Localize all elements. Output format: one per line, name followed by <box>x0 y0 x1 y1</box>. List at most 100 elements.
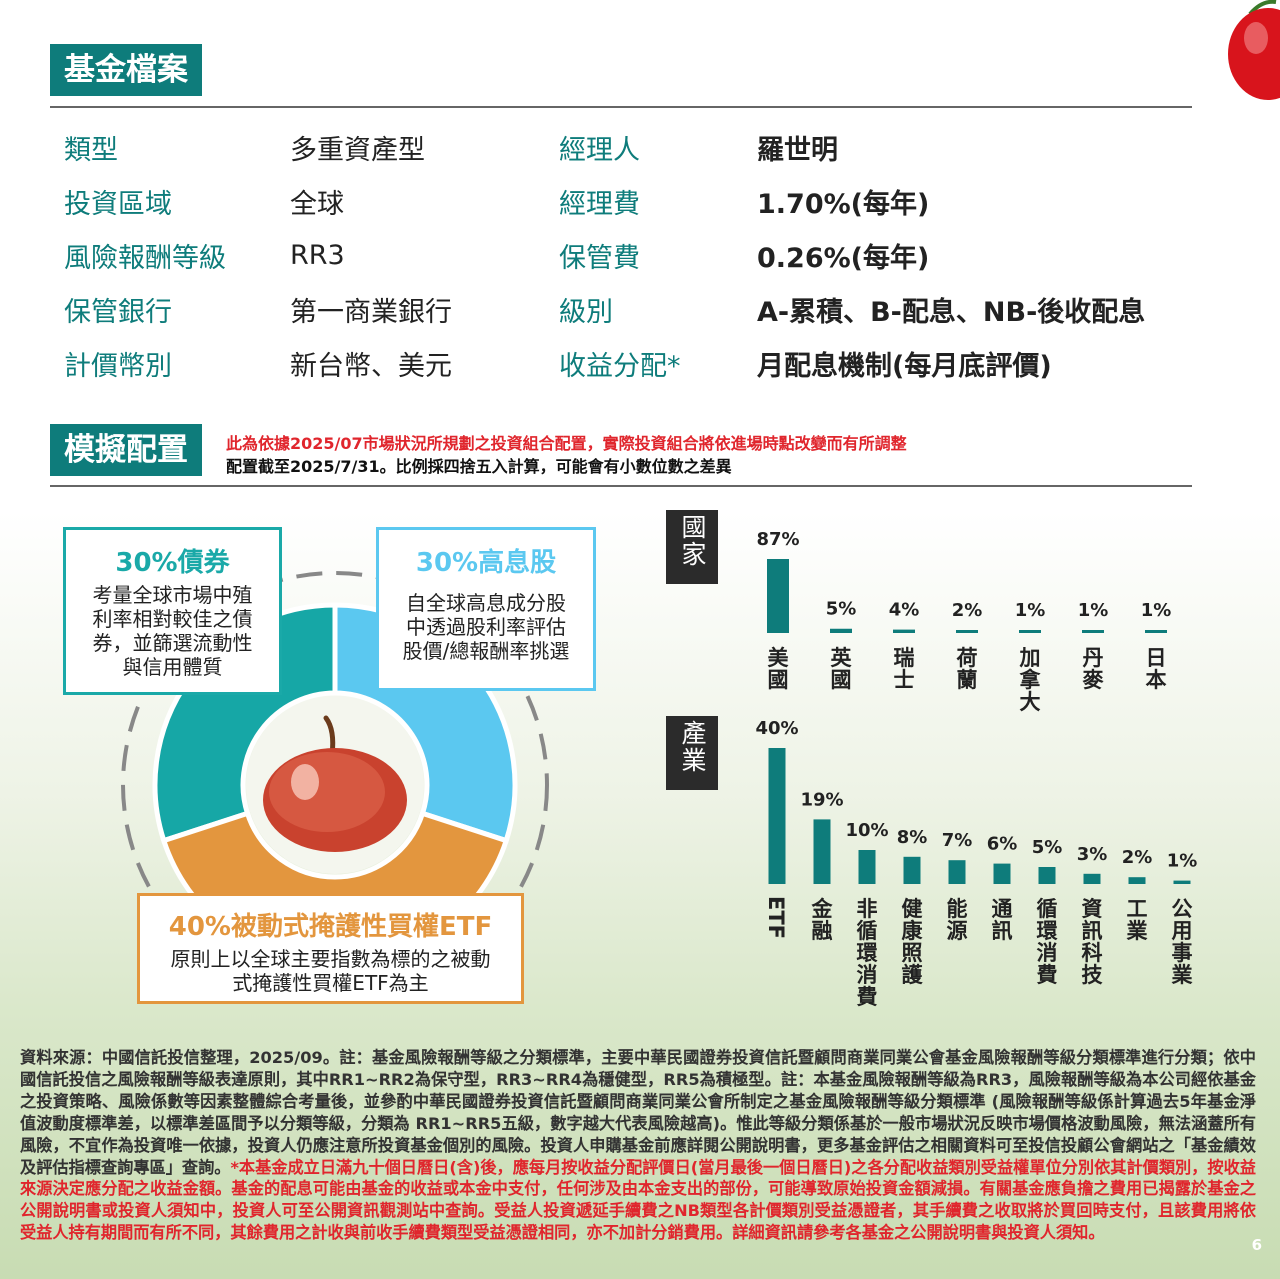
industry-value-label: 7% <box>942 830 973 851</box>
allocation-note-black: 配置截至2025/7/31。比例採四捨五入計算，可能會有小數位數之差異 <box>226 457 732 476</box>
dividend-box: 30%高息股 自全球高息成分股 中透過股利率評估 股價/總報酬率挑選 <box>376 527 596 691</box>
profile-row: 風險報酬等級 RR3 保管費 0.26%(每年) <box>50 228 1216 282</box>
industry-category-label: 公用事業 <box>1172 897 1194 987</box>
etf-box: 40%被動式掩護性買權ETF 原則上以全球主要指數為標的之被動 式掩護性買權ET… <box>137 893 524 1004</box>
fund-profile-title: 基金檔案 <box>50 44 202 96</box>
country-bar <box>767 559 789 633</box>
etf-desc-line: 原則上以全球主要指數為標的之被動 <box>170 947 491 971</box>
country-bar <box>1019 630 1041 633</box>
profile-value: 新台幣、美元 <box>290 350 452 382</box>
industry-bar <box>1038 867 1056 884</box>
country-bar <box>1082 630 1104 633</box>
profile-label: 風險報酬等級 <box>64 242 226 274</box>
dividend-desc-line: 自全球高息成分股 <box>406 591 566 615</box>
industry-bar <box>948 860 966 884</box>
profile-row: 計價幣別 新台幣、美元 收益分配* 月配息機制(每月底評價) <box>50 336 1216 390</box>
country-value-label: 1% <box>1078 600 1109 621</box>
disclaimer: 資料來源：中國信託投信整理，2025/09。註：基金風險報酬等級之分類標準，主要… <box>20 1047 1256 1244</box>
industry-value-label: 3% <box>1077 844 1108 865</box>
page-number: 6 <box>1251 1236 1262 1254</box>
profile-value: 第一商業銀行 <box>290 296 452 328</box>
donut-slice-債券 <box>152 602 338 844</box>
industry-tag-char: 產業 <box>678 720 707 774</box>
bond-desc-line: 考量全球市場中殖 <box>92 583 253 607</box>
bond-desc-line: 券，並篩選流動性 <box>92 631 253 655</box>
country-value-label: 4% <box>889 600 920 621</box>
dividend-title: 30%高息股 <box>415 548 557 578</box>
disclaimer-main: 資料來源：中國信託投信整理，2025/09。註：基金風險報酬等級之分類標準，主要… <box>20 1048 1256 1177</box>
profile-label: 投資區域 <box>64 188 172 220</box>
profile-value: 1.70%(每年) <box>757 188 930 220</box>
apple-icon <box>263 715 407 852</box>
country-category-label: 英國 <box>831 646 853 692</box>
allocation-title: 模擬配置 <box>50 424 202 476</box>
industry-category-label: 資訊科技 <box>1082 897 1104 987</box>
country-value-label: 1% <box>1015 600 1046 621</box>
industry-category-label: 金融 <box>811 897 834 943</box>
industry-category-label: 循環消費 <box>1037 897 1059 987</box>
allocation-note-red: 此為依據2025/07市場狀況所規劃之投資組合配置，實際投資組合將依進場時點改變… <box>226 434 907 453</box>
country-bar <box>1145 630 1167 633</box>
industry-value-label: 1% <box>1167 851 1198 872</box>
country-tag: 國家 <box>666 510 718 584</box>
industry-bar <box>1128 877 1146 884</box>
industry-category-label: 能源 <box>947 897 968 943</box>
profile-value: 多重資產型 <box>290 134 425 166</box>
country-bar <box>830 628 852 633</box>
country-category-label: 丹麥 <box>1082 646 1105 692</box>
dividend-desc-line: 股價/總報酬率挑選 <box>402 639 570 663</box>
profile-value: 羅世明 <box>757 134 838 166</box>
industry-category-label: 工業 <box>1127 897 1149 943</box>
industry-tag: 產業 <box>666 716 718 790</box>
industry-value-label: 10% <box>845 820 888 841</box>
bond-title: 30%債券 <box>115 548 230 578</box>
industry-value-label: 40% <box>755 718 798 739</box>
dividend-desc-line: 中透過股利率評估 <box>406 615 566 639</box>
industry-value-label: 2% <box>1122 847 1153 868</box>
profile-row: 投資區域 全球 經理費 1.70%(每年) <box>50 174 1216 228</box>
etf-title: 40%被動式掩護性買權ETF <box>168 912 493 942</box>
cherry-decoration <box>1210 0 1280 104</box>
country-value-label: 87% <box>756 529 799 550</box>
industry-value-label: 5% <box>1032 837 1063 858</box>
profile-label: 計價幣別 <box>64 350 172 382</box>
profile-row: 類型 多重資產型 經理人 羅世明 <box>50 120 1216 174</box>
industry-bar <box>768 748 786 884</box>
profile-label: 經理費 <box>559 188 640 220</box>
profile-label: 保管銀行 <box>64 296 172 328</box>
country-bar <box>956 630 978 633</box>
industry-category-label: ETF <box>764 896 788 939</box>
bond-desc-line: 與信用體質 <box>122 655 223 679</box>
industry-bar <box>903 856 921 884</box>
profile-divider <box>50 106 1192 108</box>
industry-category-label: 非循環消費 <box>857 897 879 1009</box>
profile-value: 全球 <box>290 188 344 220</box>
bond-desc-line: 利率相對較佳之債 <box>92 607 253 631</box>
industry-bar <box>1173 880 1191 884</box>
profile-row: 保管銀行 第一商業銀行 級別 A-累積、B-配息、NB-後收配息 <box>50 282 1216 336</box>
exposure-bar-charts: 87% 美國 5% 英國 4% 瑞士 2% 荷蘭 1% 加拿大 1% 丹麥 1% 日本 40% ETF 19% 金… <box>755 529 1198 1009</box>
allocation-divider <box>50 485 1192 487</box>
profile-value: 0.26%(每年) <box>757 242 930 274</box>
industry-category-label: 健康照護 <box>902 897 924 987</box>
profile-value: RR3 <box>290 239 345 271</box>
country-value-label: 5% <box>826 599 857 620</box>
industry-value-label: 8% <box>897 827 928 848</box>
country-category-label: 加拿大 <box>1019 646 1042 714</box>
profile-value: 月配息機制(每月底評價) <box>757 350 1052 382</box>
country-value-label: 2% <box>952 600 983 621</box>
industry-value-label: 6% <box>987 834 1018 855</box>
industry-bar <box>1083 873 1101 884</box>
profile-label: 收益分配* <box>559 350 681 382</box>
industry-bar <box>858 850 876 884</box>
industry-bar <box>993 863 1011 884</box>
country-category-label: 日本 <box>1146 646 1167 692</box>
profile-value: A-累積、B-配息、NB-後收配息 <box>757 296 1146 328</box>
profile-label: 級別 <box>559 296 613 328</box>
profile-label: 經理人 <box>559 134 640 166</box>
country-category-label: 美國 <box>768 646 789 692</box>
disclaimer-red: *本基金成立日滿九十個日曆日(含)後，應每月按收益分配評價日(當月最後一個日曆日… <box>20 1157 1256 1243</box>
industry-value-label: 19% <box>800 789 843 810</box>
country-value-label: 1% <box>1141 600 1172 621</box>
country-bar <box>893 629 915 633</box>
